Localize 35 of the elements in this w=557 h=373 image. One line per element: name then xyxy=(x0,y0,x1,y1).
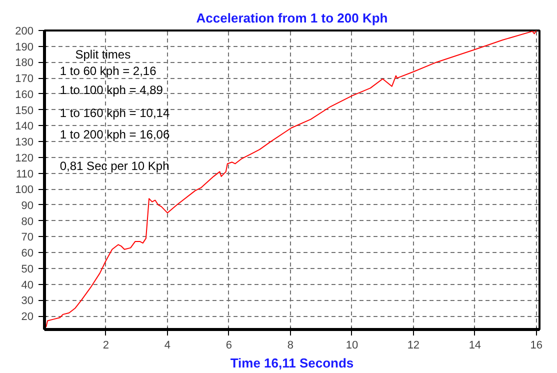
y-tick-label: 30 xyxy=(21,295,34,308)
y-tick-label: 130 xyxy=(15,136,34,149)
x-tick-label: 4 xyxy=(164,340,171,352)
annotation: 0,81 Sec per 10 Kph xyxy=(60,159,170,174)
x-tick-label: 6 xyxy=(226,340,232,352)
y-tick-label: 100 xyxy=(15,184,34,196)
y-tick-label: 60 xyxy=(21,248,34,260)
y-tick-label: 170 xyxy=(15,73,34,86)
y-tick-label: 160 xyxy=(15,88,34,101)
y-tick-label: 180 xyxy=(15,57,34,70)
y-tick-label: 200 xyxy=(15,26,34,38)
x-tick-label: 8 xyxy=(287,340,294,352)
annotation: 1 to 160 kph = 10,14 xyxy=(60,106,170,120)
y-tick-label: 50 xyxy=(21,263,34,276)
y-tick-label: 40 xyxy=(21,279,34,292)
y-tick-label: 120 xyxy=(15,152,34,164)
y-tick-label: 110 xyxy=(16,168,34,180)
y-tick-label: 80 xyxy=(21,216,34,228)
y-tick-label: 150 xyxy=(15,104,34,117)
chart-title: Acceleration from 1 to 200 Kph xyxy=(196,10,388,26)
y-tick-label: 20 xyxy=(21,311,34,324)
annotation: 1 to 60 kph = 2,16 xyxy=(60,64,157,78)
annotation: Split times xyxy=(75,47,131,62)
x-tick-label: 16 xyxy=(530,340,543,352)
x-tick-label: 10 xyxy=(346,340,358,352)
x-tick-label: 14 xyxy=(468,340,482,352)
y-tick-label: 70 xyxy=(21,232,34,244)
y-tick-label: 140 xyxy=(15,120,34,133)
x-tick-label: 12 xyxy=(407,340,420,352)
line-series xyxy=(46,30,537,328)
annotation: 1 to 200 kph = 16,06 xyxy=(60,127,170,142)
x-tick-label: 2 xyxy=(102,340,110,352)
x-axis-title: Time 16,11 Seconds xyxy=(230,356,354,370)
y-tick-label: 190 xyxy=(15,41,34,54)
y-tick-label: 90 xyxy=(21,200,34,212)
